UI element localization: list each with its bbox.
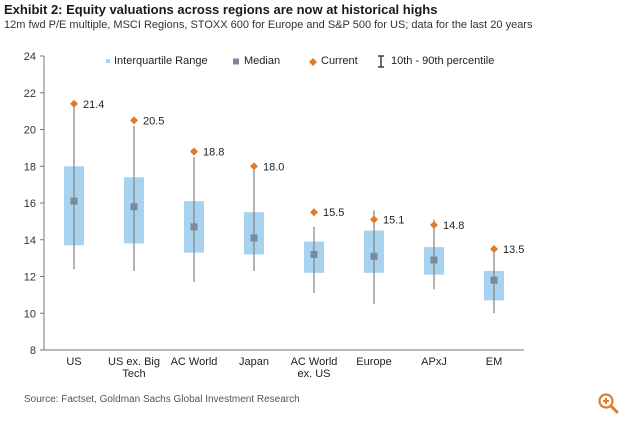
box-group: 20.5 xyxy=(124,115,164,271)
median-marker xyxy=(250,234,258,242)
y-tick-label: 16 xyxy=(24,198,36,210)
y-tick-label: 18 xyxy=(24,161,36,173)
y-tick-label: 12 xyxy=(24,272,36,284)
current-marker xyxy=(70,99,78,108)
box-group: 13.5 xyxy=(484,244,524,314)
current-value-label: 20.5 xyxy=(143,115,164,127)
zoom-in-icon[interactable] xyxy=(597,392,619,414)
category-label: US xyxy=(66,356,81,368)
y-tick-label: 8 xyxy=(30,345,36,357)
y-tick-label: 10 xyxy=(24,308,36,320)
legend-iqr-label: Interquartile Range xyxy=(114,55,208,67)
median-marker xyxy=(310,250,318,258)
category-label: Europe xyxy=(356,356,391,368)
box-group: 18.0 xyxy=(244,161,284,271)
category-label: Tech xyxy=(122,368,145,380)
current-marker xyxy=(490,244,498,253)
legend-median-label: Median xyxy=(244,55,280,67)
category-label: US ex. Big xyxy=(108,356,160,368)
legend-range-label: 10th - 90th percentile xyxy=(391,55,494,67)
category-label: AC World xyxy=(171,356,218,368)
current-value-label: 18.0 xyxy=(263,161,284,173)
current-marker xyxy=(310,208,318,217)
legend-median-marker xyxy=(233,58,239,65)
plot-area: 21.4 20.5 18.8 18.0 15.5 15.1 14.8 13.5 xyxy=(64,99,524,314)
median-marker xyxy=(490,276,498,284)
source-note: Source: Factset, Goldman Sachs Global In… xyxy=(24,394,300,405)
current-value-label: 15.1 xyxy=(383,215,404,227)
median-marker xyxy=(190,223,198,231)
y-tick-label: 22 xyxy=(24,88,36,100)
box-group: 14.8 xyxy=(424,219,464,290)
y-tick-label: 24 xyxy=(24,51,36,63)
legend-iqr-marker xyxy=(106,59,110,63)
median-marker xyxy=(370,252,378,260)
y-tick-label: 20 xyxy=(24,125,36,137)
axes: 8 10 12 14 16 18 20 22 24 xyxy=(24,51,524,357)
chart-title: Exhibit 2: Equity valuations across regi… xyxy=(4,2,438,17)
box-group: 21.4 xyxy=(64,99,104,270)
current-value-label: 15.5 xyxy=(323,207,344,219)
y-tick-label: 14 xyxy=(24,235,36,247)
box-group: 18.8 xyxy=(184,147,224,283)
legend-current-marker xyxy=(309,58,317,66)
current-value-label: 14.8 xyxy=(443,220,464,232)
legend-current-label: Current xyxy=(321,55,358,67)
current-marker xyxy=(130,116,138,125)
category-label: Japan xyxy=(239,356,269,368)
chart-subtitle: 12m fwd P/E multiple, MSCI Regions, STOX… xyxy=(4,19,533,31)
box-group: 15.1 xyxy=(364,210,404,305)
median-marker xyxy=(430,256,438,264)
current-marker xyxy=(430,221,438,230)
legend: Interquartile Range Median Current 10th - 9… xyxy=(106,55,494,68)
category-label: APxJ xyxy=(421,356,447,368)
current-marker xyxy=(250,162,258,171)
category-label: AC World xyxy=(291,356,338,368)
current-marker xyxy=(370,215,378,224)
current-marker xyxy=(190,147,198,156)
current-value-label: 18.8 xyxy=(203,147,224,159)
category-label: ex. US xyxy=(297,368,330,380)
current-value-label: 13.5 xyxy=(503,244,524,256)
median-marker xyxy=(130,203,138,211)
box-group: 15.5 xyxy=(304,207,344,294)
median-marker xyxy=(70,197,78,205)
current-value-label: 21.4 xyxy=(83,99,104,111)
category-label: EM xyxy=(486,356,503,368)
